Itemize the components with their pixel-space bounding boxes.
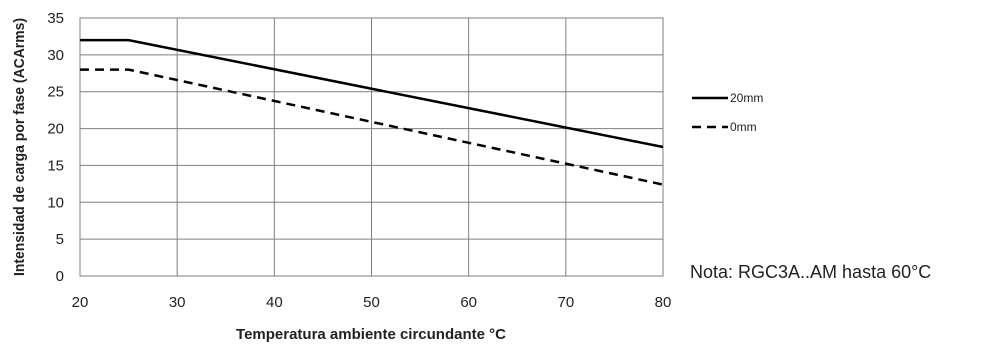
y-tick-label: 15 [47, 157, 64, 174]
x-tick-label: 20 [72, 294, 89, 311]
legend: 20mm 0mm [692, 91, 763, 134]
x-tick-label: 70 [557, 294, 574, 311]
y-tick-label: 30 [47, 47, 64, 64]
x-tick-label: 60 [460, 294, 477, 311]
x-tick-label: 50 [363, 294, 380, 311]
y-tick-label: 20 [47, 121, 64, 138]
legend-label-0mm: 0mm [730, 120, 757, 134]
x-tick-label: 30 [169, 294, 186, 311]
x-axis-title: Temperatura ambiente circundante °C [236, 326, 506, 343]
y-tick-label: 25 [47, 84, 64, 101]
axis-ticks: 20 30 40 50 60 70 80 0 5 10 15 20 25 30 35 [47, 10, 671, 311]
series-line-0mm [80, 68, 664, 186]
x-tick-label: 80 [655, 294, 672, 311]
y-tick-label: 5 [56, 231, 64, 248]
x-tick-label: 40 [266, 294, 283, 311]
series [80, 38, 664, 186]
y-tick-label: 35 [47, 10, 64, 27]
y-tick-label: 10 [47, 194, 64, 211]
grid [79, 17, 664, 277]
legend-label-20mm: 20mm [730, 91, 763, 105]
y-tick-label: 0 [56, 268, 64, 285]
series-line-20mm [80, 38, 664, 149]
y-axis-title: Intensidad de carga por fase (ACArms) [11, 18, 28, 276]
note-text: Nota: RGC3A..AM hasta 60°C [690, 262, 932, 282]
